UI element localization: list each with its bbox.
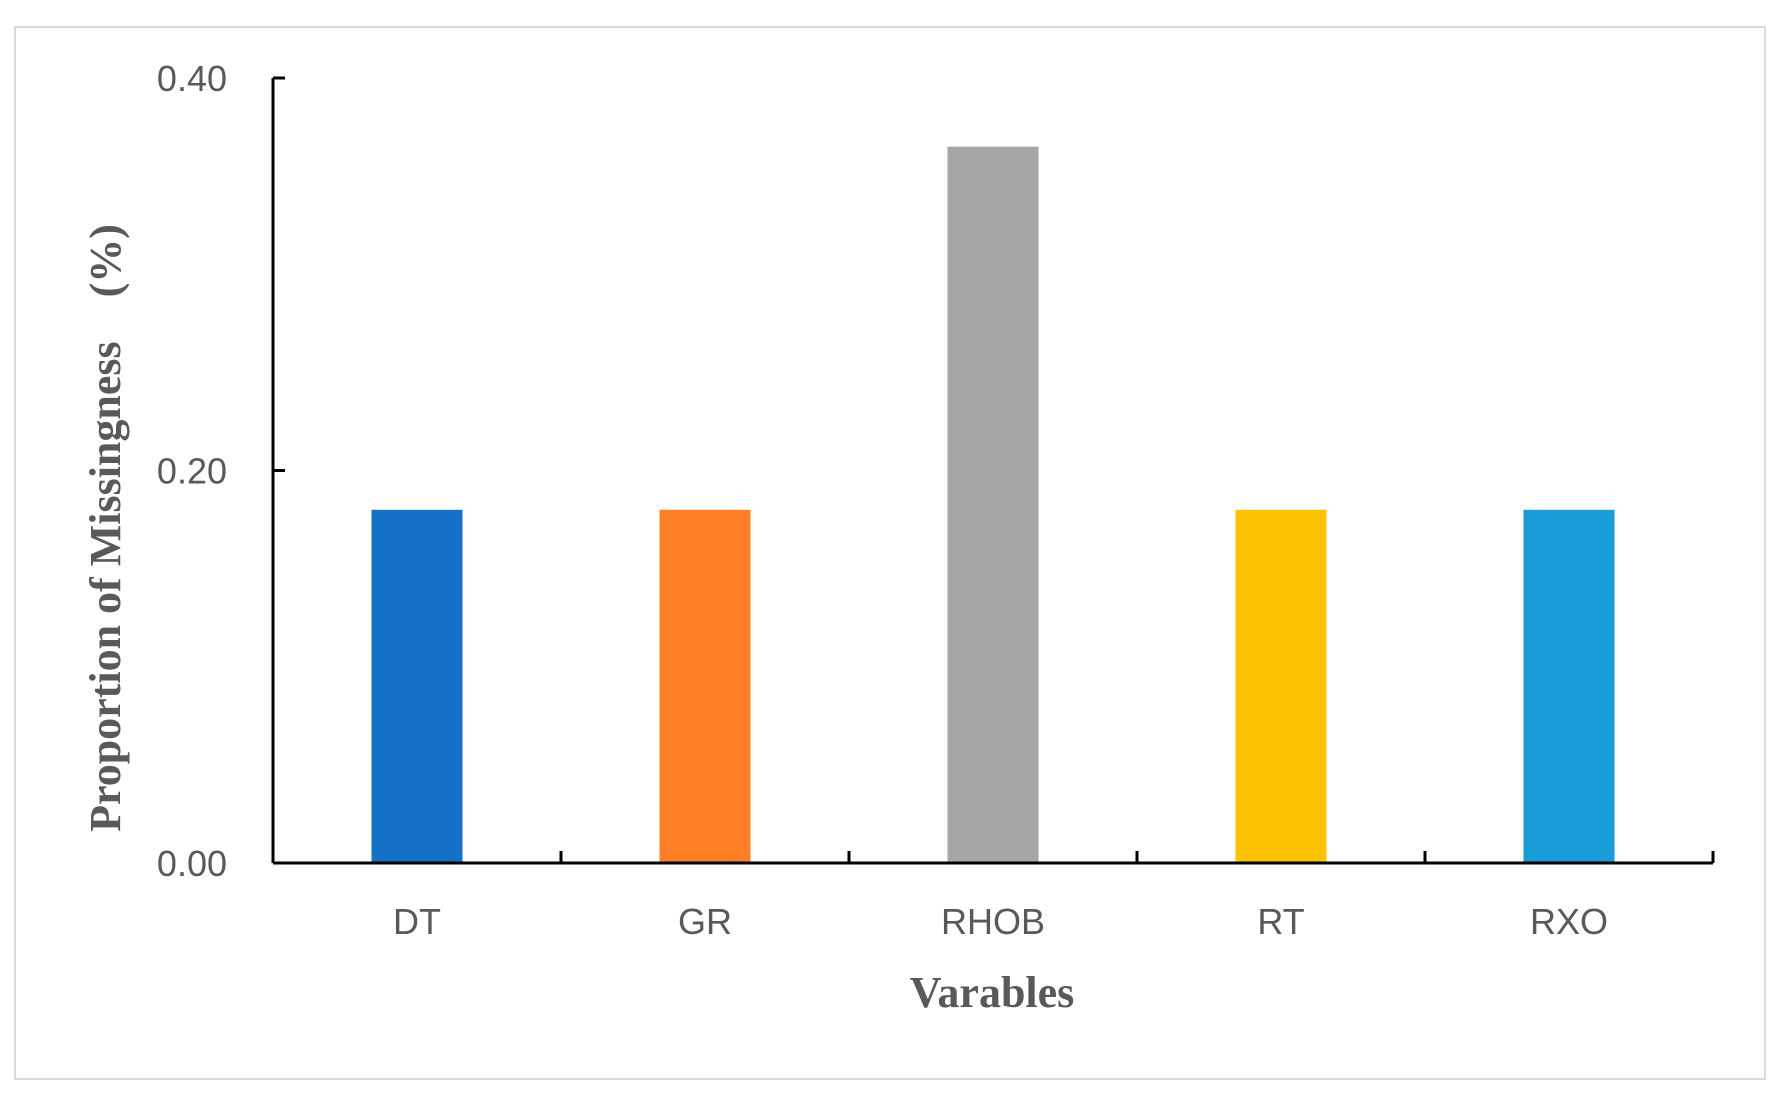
x-axis-title: Varables (910, 968, 1075, 1017)
x-tick-label: RHOB (941, 901, 1045, 942)
x-tick-label: DT (393, 901, 441, 942)
bar-rxo (1523, 509, 1615, 863)
bar-rt (1235, 509, 1327, 863)
bar-rhob (947, 146, 1039, 863)
axes-layer (271, 76, 1715, 865)
x-tick-label: RXO (1530, 901, 1608, 942)
y-tick-label: 0.00 (157, 843, 227, 884)
x-tick-label: GR (678, 901, 732, 942)
labels-layer: 0.00 0.20 0.40 DT GR RHOB RT RXO (157, 58, 1608, 942)
y-tick-label: 0.20 (157, 451, 227, 492)
y-axis-title: Proportion of Missingness (%) (81, 224, 130, 832)
chart-frame (14, 26, 1766, 1080)
y-tick-label: 0.40 (157, 58, 227, 99)
bars-layer (371, 146, 1615, 863)
bar-gr (659, 509, 751, 863)
x-tick-label: RT (1257, 901, 1304, 942)
bar-dt (371, 509, 463, 863)
